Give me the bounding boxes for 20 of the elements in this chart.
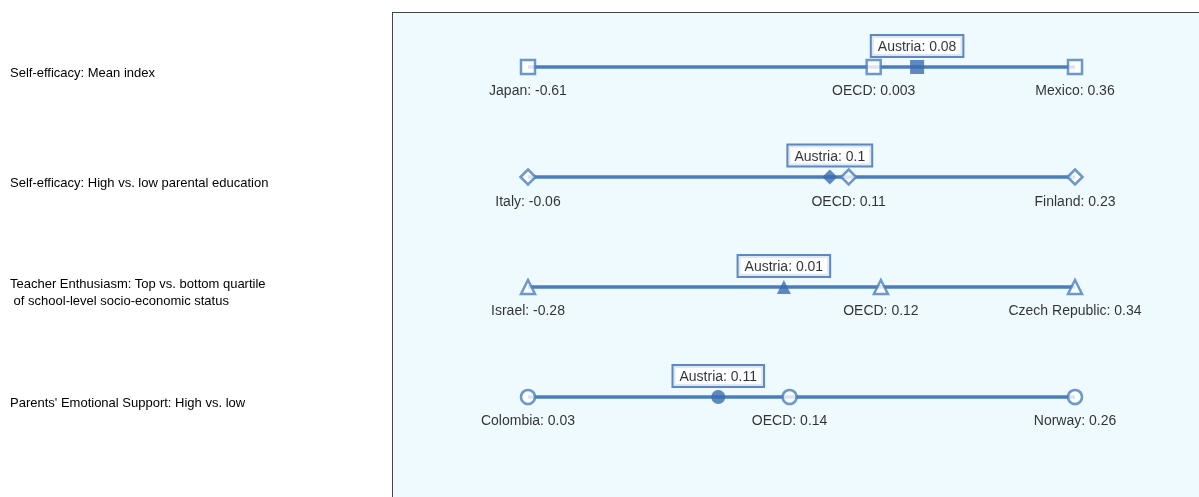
data-label: Finland: 0.23 [1034,192,1116,209]
data-label: Austria: 0.11 [679,368,758,384]
category-label: Self-efficacy: Mean index [10,64,156,80]
data-label: Japan: -0.61 [489,82,568,99]
data-label: OECD: 0.003 [832,82,916,99]
category-label: Parents' Emotional Support: High vs. low [10,394,246,410]
data-label: OECD: 0.14 [751,412,828,429]
category-label: Self-efficacy: High vs. low parental education [10,174,269,190]
data-label: Israel: -0.28 [491,302,566,319]
data-label: Colombia: 0.03 [480,412,576,429]
data-label: Mexico: 0.36 [1035,82,1115,99]
data-label: Italy: -0.06 [495,192,561,209]
data-label: Austria: 0.01 [744,258,824,274]
data-label: Austria: 0.1 [794,147,866,164]
data-label: OECD: 0.11 [811,192,887,209]
category-label: Teacher Enthusiasm: Top vs. bottom quartile of school-level socio-economic status [10,276,266,308]
data-label: OECD: 0.12 [843,302,919,319]
data-label: Czech Republic: 0.34 [1008,302,1142,319]
data-label: Norway: 0.26 [1033,412,1117,429]
data-label: Austria: 0.08 [877,38,957,54]
